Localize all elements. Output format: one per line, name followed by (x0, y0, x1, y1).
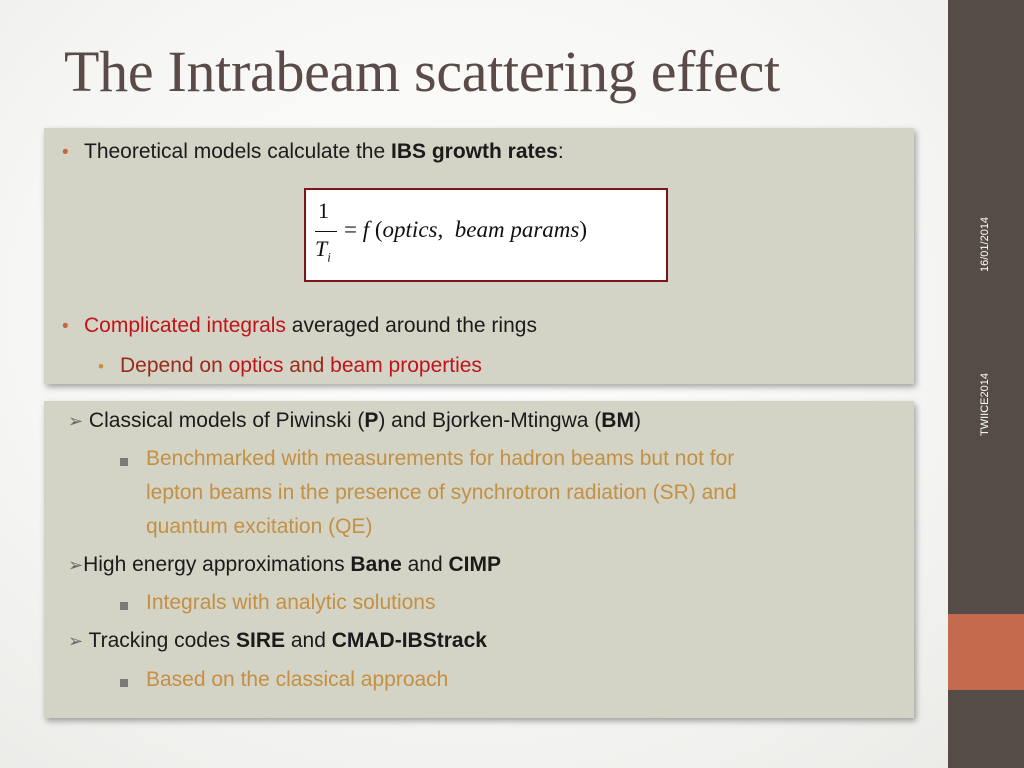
bullet-dot-icon: • (62, 142, 69, 163)
sub-item-benchmarked-2: lepton beams in the presence of synchrot… (146, 481, 737, 504)
sidebar-accent-block (948, 614, 1024, 690)
sub-item-benchmarked-3: quantum excitation (QE) (146, 515, 373, 538)
footer-conference: TWIICE2014 (979, 373, 991, 436)
sub-item-benchmarked-1: Benchmarked with measurements for hadron… (146, 447, 735, 470)
square-bullet-icon (120, 458, 128, 466)
bullet-dot-icon: • (98, 357, 104, 376)
sub-bullet-depend-on: • Depend on optics and beam properties (98, 354, 482, 377)
bullet-dot-icon: • (62, 316, 69, 337)
formula-box: 1 Ti = f (optics, beam params) (304, 188, 668, 282)
formula-fraction-bar (315, 231, 337, 232)
item-high-energy: ➢High energy approximations Bane and CIM… (68, 553, 501, 576)
square-bullet-icon (120, 602, 128, 610)
bullet-complicated-integrals: • Complicated integrals averaged around t… (62, 314, 537, 337)
formula-denominator: Ti (315, 236, 331, 265)
slide-title: The Intrabeam scattering effect (64, 39, 780, 104)
sub-item-analytic: Integrals with analytic solutions (146, 591, 436, 614)
item-classical-models: ➢ Classical models of Piwinski (P) and B… (68, 409, 641, 432)
formula-numerator: 1 (318, 198, 329, 223)
content-panel-bottom: ➢ Classical models of Piwinski (P) and B… (44, 401, 914, 718)
footer-date: 16/01/2014 (979, 216, 991, 272)
arrow-bullet-icon: ➢ (68, 631, 84, 651)
sub-item-classical-approach: Based on the classical approach (146, 668, 449, 691)
formula-rhs: = f (optics, beam params) (344, 217, 588, 242)
arrow-bullet-icon: ➢ (68, 411, 84, 431)
bullet-growth-rates: • Theoretical models calculate the IBS gr… (62, 140, 564, 163)
square-bullet-icon (120, 679, 128, 687)
arrow-bullet-icon: ➢ (68, 555, 84, 575)
item-tracking-codes: ➢ Tracking codes SIRE and CMAD-IBStrack (68, 629, 487, 652)
